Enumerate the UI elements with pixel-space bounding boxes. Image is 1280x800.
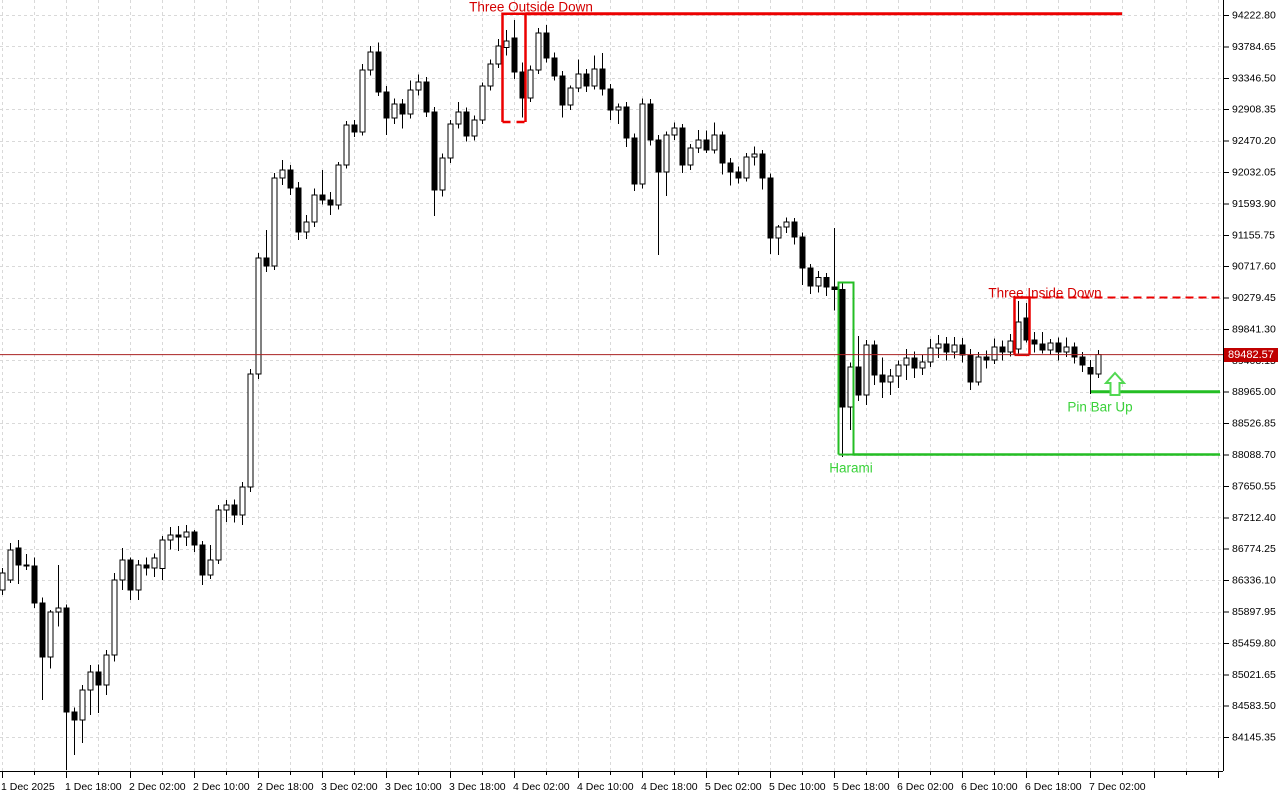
svg-text:94222.80: 94222.80 bbox=[1232, 10, 1276, 22]
svg-text:92908.35: 92908.35 bbox=[1232, 104, 1276, 116]
svg-text:3 Dec 18:00: 3 Dec 18:00 bbox=[449, 781, 506, 793]
axes bbox=[0, 0, 1229, 778]
svg-text:2 Dec 18:00: 2 Dec 18:00 bbox=[257, 781, 314, 793]
pattern-label-harami: Harami bbox=[829, 460, 873, 476]
candles bbox=[0, 20, 1102, 771]
svg-text:87212.40: 87212.40 bbox=[1232, 512, 1276, 524]
axis-labels: 94222.80 93784.65 93346.50 92908.35 92470.20… bbox=[1, 10, 1276, 794]
svg-text:84583.50: 84583.50 bbox=[1232, 700, 1276, 712]
svg-text:84145.35: 84145.35 bbox=[1232, 732, 1276, 744]
svg-text:91593.90: 91593.90 bbox=[1232, 198, 1276, 210]
pattern-label-three-outside-down: Three Outside Down bbox=[469, 0, 593, 15]
svg-text:86336.10: 86336.10 bbox=[1232, 575, 1276, 587]
svg-text:6 Dec 02:00: 6 Dec 02:00 bbox=[897, 781, 954, 793]
pin-bar-up-arrow-icon bbox=[1103, 371, 1127, 396]
svg-text:1 Dec 18:00: 1 Dec 18:00 bbox=[65, 781, 122, 793]
svg-text:92032.05: 92032.05 bbox=[1232, 166, 1276, 178]
svg-text:5 Dec 18:00: 5 Dec 18:00 bbox=[833, 781, 890, 793]
svg-text:90279.45: 90279.45 bbox=[1232, 292, 1276, 304]
svg-text:93784.65: 93784.65 bbox=[1232, 41, 1276, 53]
svg-text:6 Dec 18:00: 6 Dec 18:00 bbox=[1025, 781, 1082, 793]
svg-text:93346.50: 93346.50 bbox=[1232, 72, 1276, 84]
svg-text:87650.55: 87650.55 bbox=[1232, 480, 1276, 492]
svg-text:4 Dec 18:00: 4 Dec 18:00 bbox=[641, 781, 698, 793]
current-price-label: 89482.57 bbox=[1224, 347, 1278, 362]
svg-text:90717.60: 90717.60 bbox=[1232, 261, 1276, 273]
pattern-label-pin-bar-up: Pin Bar Up bbox=[1067, 399, 1133, 415]
svg-text:85897.95: 85897.95 bbox=[1232, 606, 1276, 618]
svg-text:92470.20: 92470.20 bbox=[1232, 135, 1276, 147]
svg-text:6 Dec 10:00: 6 Dec 10:00 bbox=[961, 781, 1018, 793]
svg-text:4 Dec 02:00: 4 Dec 02:00 bbox=[513, 781, 570, 793]
svg-text:5 Dec 10:00: 5 Dec 10:00 bbox=[769, 781, 826, 793]
svg-text:88526.85: 88526.85 bbox=[1232, 418, 1276, 430]
svg-text:88965.00: 88965.00 bbox=[1232, 386, 1276, 398]
svg-text:5 Dec 02:00: 5 Dec 02:00 bbox=[705, 781, 762, 793]
svg-text:89841.30: 89841.30 bbox=[1232, 323, 1276, 335]
grid-lines bbox=[0, 0, 1223, 771]
svg-text:3 Dec 10:00: 3 Dec 10:00 bbox=[385, 781, 442, 793]
svg-text:7 Dec 02:00: 7 Dec 02:00 bbox=[1089, 781, 1146, 793]
svg-text:3 Dec 02:00: 3 Dec 02:00 bbox=[321, 781, 378, 793]
svg-text:4 Dec 10:00: 4 Dec 10:00 bbox=[577, 781, 634, 793]
svg-text:85459.80: 85459.80 bbox=[1232, 637, 1276, 649]
pattern-label-three-inside-down: Three Inside Down bbox=[988, 285, 1102, 301]
svg-text:91155.75: 91155.75 bbox=[1232, 229, 1275, 241]
svg-text:86774.25: 86774.25 bbox=[1232, 543, 1276, 555]
svg-text:2 Dec 10:00: 2 Dec 10:00 bbox=[193, 781, 250, 793]
svg-text:88088.70: 88088.70 bbox=[1232, 449, 1276, 461]
svg-text:85021.65: 85021.65 bbox=[1232, 669, 1276, 681]
svg-text:1 Dec 2025: 1 Dec 2025 bbox=[1, 781, 55, 793]
svg-text:2 Dec 02:00: 2 Dec 02:00 bbox=[129, 781, 186, 793]
